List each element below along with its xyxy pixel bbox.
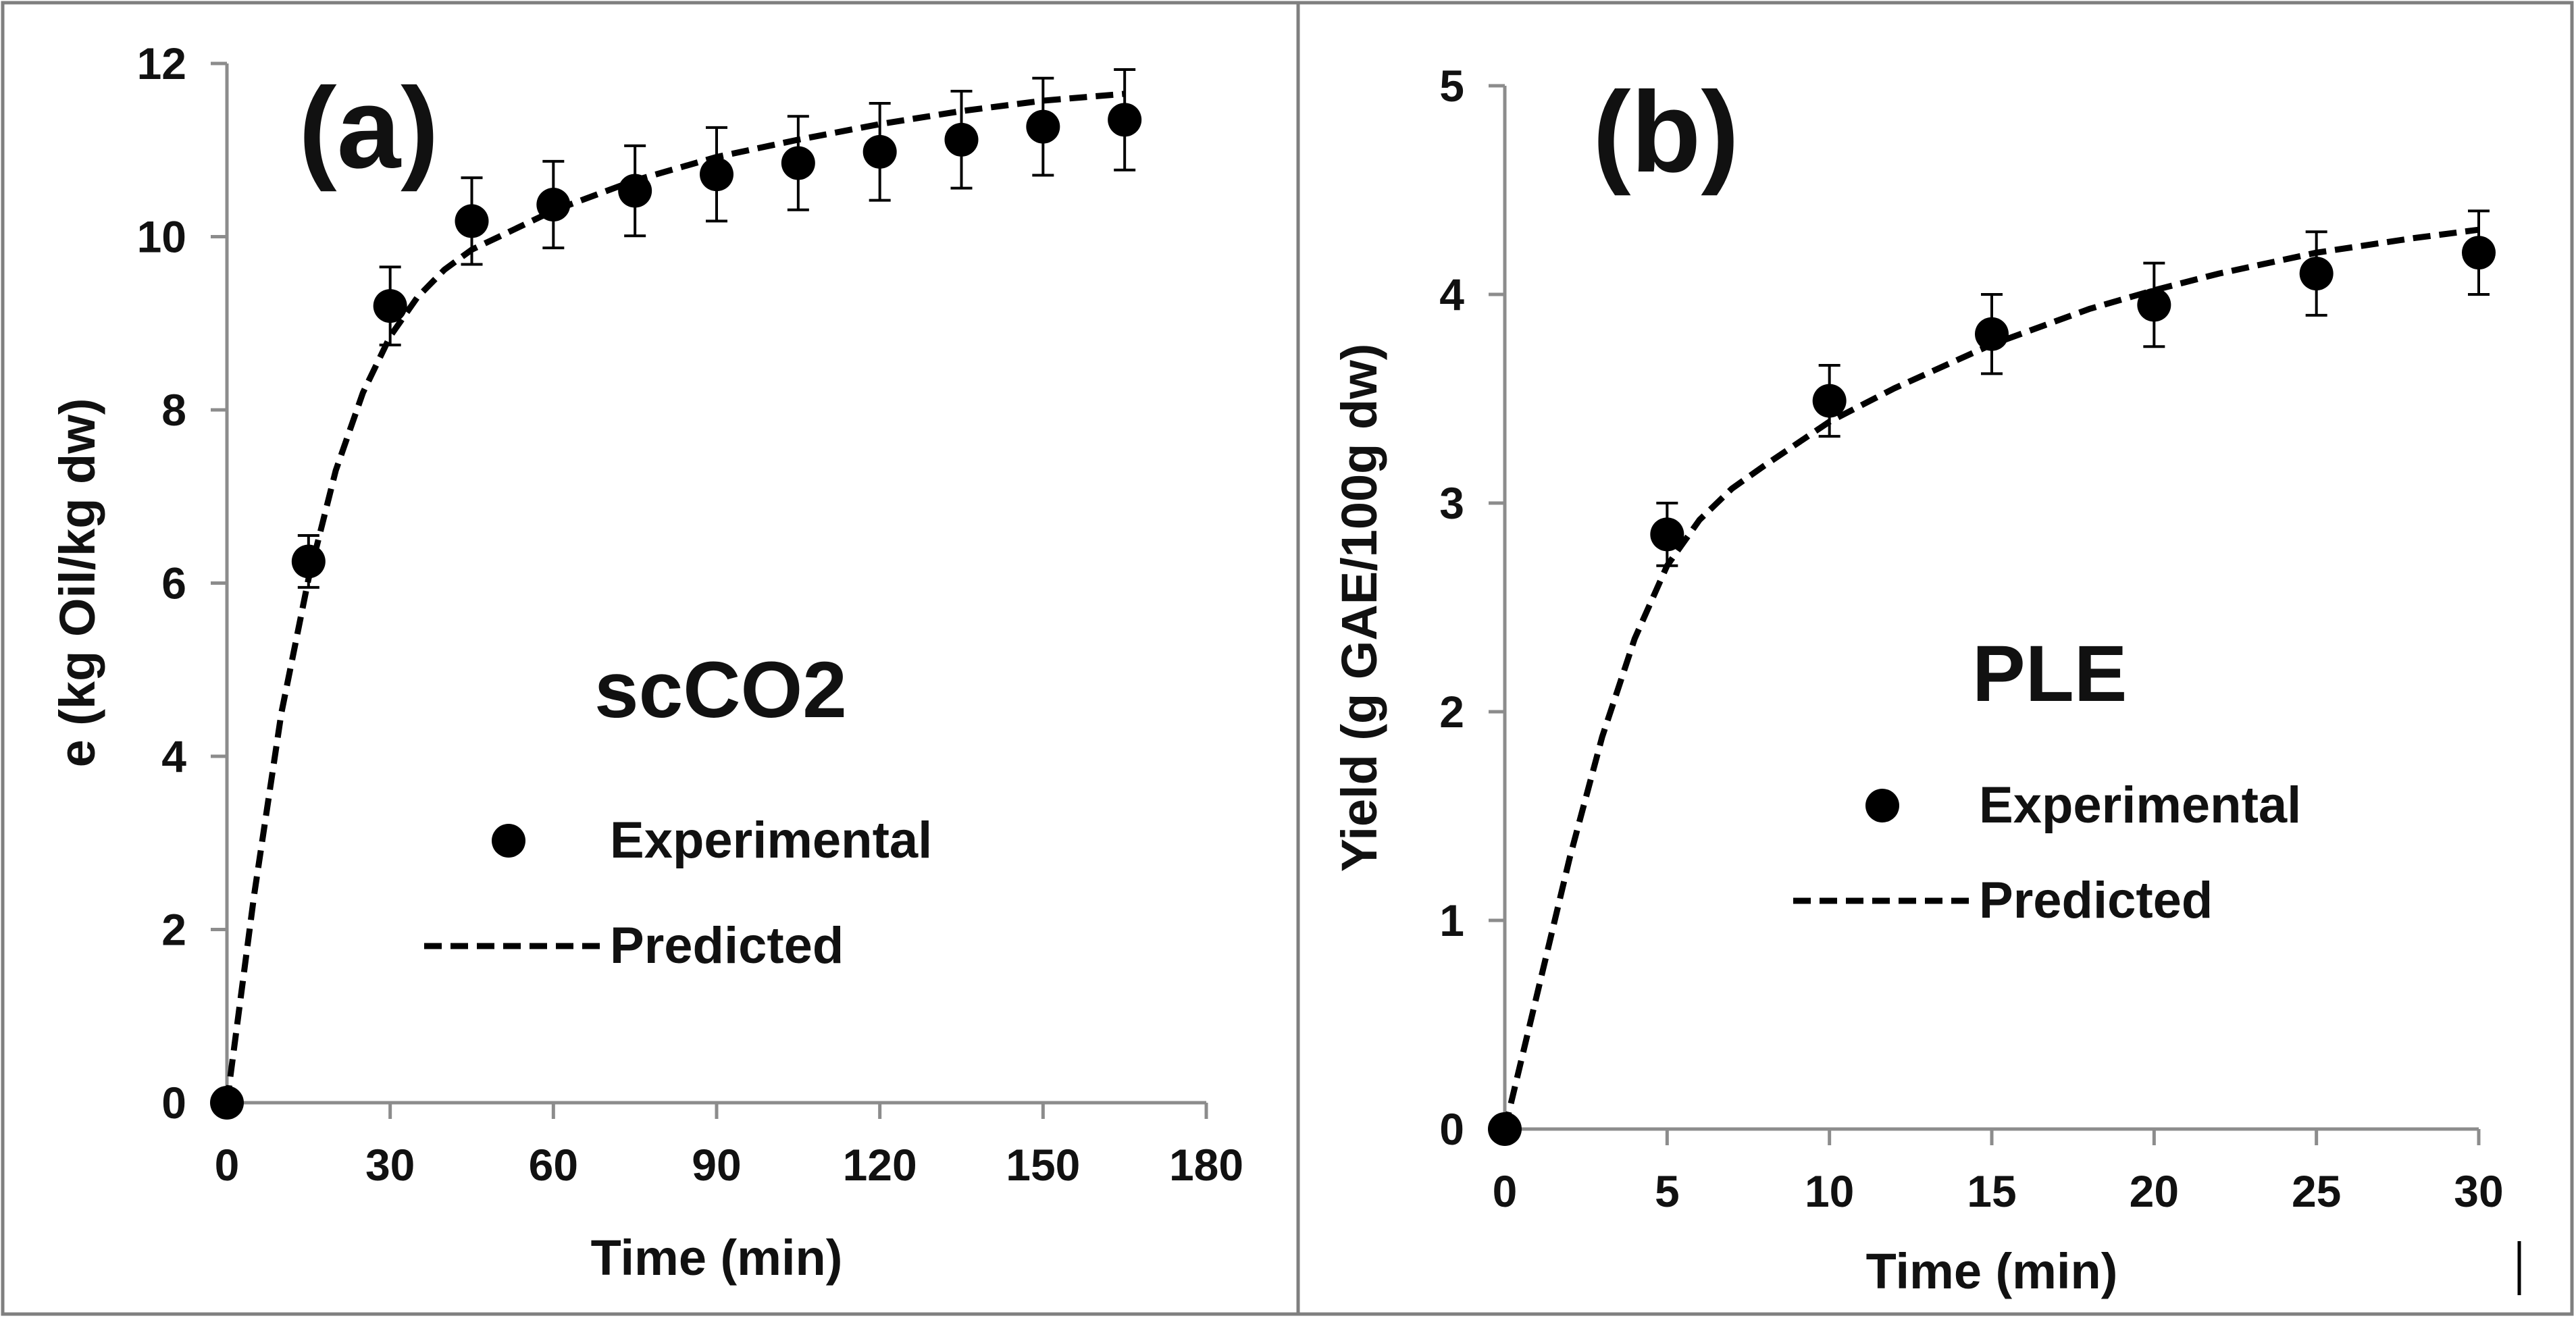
panel-a-ytick-label: 10: [137, 212, 186, 262]
panel-a-title: scCO2: [594, 646, 847, 735]
panel-b-ytick-label: 2: [1439, 687, 1464, 737]
panel-a-legend-experimental: Experimental: [610, 812, 932, 869]
panel-b-xtick-label: 25: [2292, 1166, 2341, 1216]
panel-a-ytick-label: 4: [161, 731, 186, 781]
panel-b-xtick-label: 0: [1493, 1166, 1518, 1216]
panel-b-xtick-label: 30: [2454, 1166, 2503, 1216]
panel-a-experimental-point: [455, 204, 489, 238]
panel-b-frame: [1296, 1, 2574, 1316]
panel-a-xtick-label: 150: [1006, 1140, 1080, 1190]
panel-a-experimental-point: [862, 134, 897, 169]
panel-b-ytick-label: 3: [1439, 478, 1464, 528]
panel-b-ytick-label: 5: [1439, 61, 1464, 111]
panel-a-experimental-point: [781, 146, 815, 180]
panel-b-experimental-point: [1650, 517, 1684, 552]
panel-b-experimental-point: [1812, 384, 1847, 418]
panel-b-ytick-label: 0: [1439, 1104, 1464, 1154]
panel-a: 0 2 4 6 8 10 12 0 30 60 90 120 150 180 Time (min) e …: [49, 38, 1243, 1286]
panel-a-ytick-label: 6: [161, 558, 186, 608]
panel-a-experimental-point: [210, 1086, 244, 1120]
panel-a-experimental-point: [618, 174, 652, 208]
panel-b-experimental-point: [1488, 1112, 1522, 1146]
panel-a-experimental-point: [373, 289, 407, 323]
panel-a-experimental-point: [291, 544, 326, 579]
panel-a-x-axis-label: Time (min): [591, 1230, 843, 1286]
panel-a-experimental-point: [536, 188, 571, 222]
panel-a-xtick-label: 0: [215, 1140, 240, 1190]
panel-a-legend-marker-icon: [492, 824, 525, 858]
panel-a-ytick-label: 0: [161, 1078, 186, 1128]
panel-b-legend-experimental: Experimental: [1979, 777, 2301, 834]
panel-a-xtick-label: 90: [692, 1140, 741, 1190]
panel-a-y-axis-label: e (kg Oil/kg dw): [49, 398, 105, 768]
panel-b-experimental-point: [2299, 257, 2334, 291]
panel-a-letter: (a): [299, 64, 439, 192]
panel-b-experimental-point: [1975, 317, 2009, 351]
panel-b-ytick-label: 1: [1439, 895, 1464, 945]
panel-b-xtick-label: 10: [1805, 1166, 1854, 1216]
panel-b-letter: (b): [1593, 68, 1739, 197]
panel-b-y-axis-label: Yield (g GAE/100g dw): [1331, 344, 1387, 872]
panel-a-xtick-label: 120: [843, 1140, 917, 1190]
panel-a-xtick-label: 30: [365, 1140, 415, 1190]
panel-b-experimental-point: [2137, 288, 2171, 322]
panel-a-ytick-label: 2: [161, 905, 186, 955]
panel-a-experimental-point: [1026, 109, 1060, 144]
panel-a-legend-predicted: Predicted: [610, 917, 844, 974]
panel-b: 0 1 2 3 4 5 0 5 10 15 20 25 30 Time (min) Yield (g …: [1331, 61, 2504, 1299]
panel-a-ytick-label: 12: [137, 38, 186, 88]
panel-a-xtick-label: 60: [529, 1140, 578, 1190]
panel-b-x-axis-label: Time (min): [1866, 1243, 2118, 1299]
panel-a-experimental-point: [1108, 103, 1142, 137]
panel-b-xtick-label: 15: [1967, 1166, 2016, 1216]
panel-a-xtick-label: 180: [1169, 1140, 1243, 1190]
panel-b-xtick-label: 5: [1655, 1166, 1680, 1216]
panel-b-title: PLE: [1972, 629, 2128, 718]
panel-b-legend-predicted: Predicted: [1979, 872, 2213, 929]
panel-a-ytick-label: 8: [161, 385, 186, 435]
panel-b-predicted-line: [1501, 226, 2479, 1130]
panel-b-xtick-label: 20: [2130, 1166, 2179, 1216]
panel-b-ytick-label: 4: [1439, 269, 1464, 319]
panel-b-legend-marker-icon: [1865, 789, 1899, 822]
panel-a-experimental-point: [700, 157, 733, 192]
panel-a-experimental-point: [944, 122, 979, 157]
panel-b-experimental-point: [2462, 236, 2496, 270]
